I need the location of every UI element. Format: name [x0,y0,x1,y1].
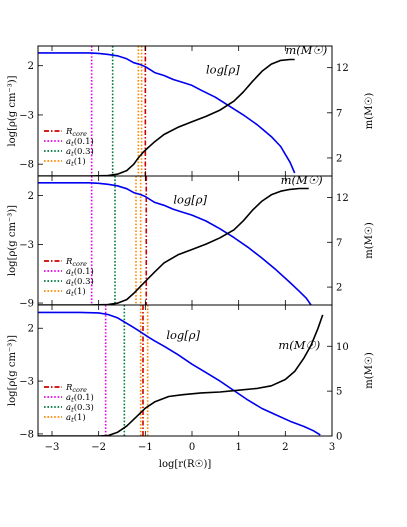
panel-middle: 2 −3 −9 2 7 12 log[ρ(g cm⁻³)] m(M☉) log[ρ] m(M☉) R… [7,173,375,309]
density-line [38,52,296,174]
legend-label: Rcore [65,257,87,268]
legend-label: at(0.3) [66,276,94,288]
mass-line [38,187,309,305]
xtick-label: 0 [189,442,195,453]
ytick-right-label: 5 [336,387,342,398]
xtick-label: −3 [45,442,60,453]
ytick-right-label: 12 [336,193,349,204]
ytick-left-label: −8 [19,160,34,171]
ytick-left-label: −9 [19,299,34,310]
mass-line [38,314,324,436]
ylabel-left: log[ρ(g cm⁻³)] [7,75,18,146]
mass-annotation: m(M☉) [281,173,323,187]
ylabel-right: m(M☉) [364,222,375,259]
xtick-label: 3 [329,442,335,453]
ytick-right-label: 10 [336,342,349,353]
ylabel-right: m(M☉) [364,352,375,389]
ytick-left-label: −8 [19,429,34,440]
ytick-right-label: 2 [336,283,342,294]
ylabel-left: log[ρ(g cm⁻³)] [7,205,18,276]
plot-frame [37,304,333,437]
xtick-label: −2 [91,442,106,453]
panel-top: 2 −3 −8 2 7 12 log[ρ(g cm⁻³)] m(M☉) log[ρ] m(M☉) R… [7,43,375,177]
density-annotation: log[ρ] [166,328,200,342]
legend-label: Rcore [65,127,87,138]
legend-label: at(0.3) [66,146,94,158]
legend-label: at(0.1) [66,392,94,404]
legend-label: Rcore [65,383,87,394]
ylabel-left: log[ρ(g cm⁻³)] [7,335,18,406]
ytick-left-label: −3 [19,110,34,121]
ytick-right-label: 0 [336,432,342,443]
xtick-label: 2 [282,442,288,453]
legend-label: at(1) [66,286,86,298]
ytick-left-label: 2 [28,191,34,202]
ytick-right-label: 12 [336,63,349,74]
legend-label: at(0.3) [66,402,94,414]
legend-label: at(0.1) [66,136,94,148]
density-line [38,182,312,305]
mass-annotation: m(M☉) [285,43,327,57]
mass-annotation: m(M☉) [278,338,320,352]
ytick-right-label: 7 [336,108,342,119]
legend-label: at(0.1) [66,266,94,278]
xlabel: log[r(R☉)] [159,459,212,470]
ytick-left-label: −3 [19,240,34,251]
mass-line [38,58,295,176]
ytick-left-label: 2 [28,324,34,335]
density-annotation: log[ρ] [173,192,207,206]
xtick-label: −1 [138,442,153,453]
density-line [38,311,321,436]
legend-label: at(1) [66,156,86,168]
ytick-right-label: 7 [336,238,342,249]
ytick-left-label: −3 [19,377,34,388]
density-annotation: log[ρ] [206,63,240,77]
legend-label: at(1) [66,412,86,424]
ytick-left-label: 2 [28,61,34,72]
xtick-label: 1 [235,442,241,453]
ylabel-right: m(M☉) [364,93,375,130]
ytick-right-label: 2 [336,153,342,164]
